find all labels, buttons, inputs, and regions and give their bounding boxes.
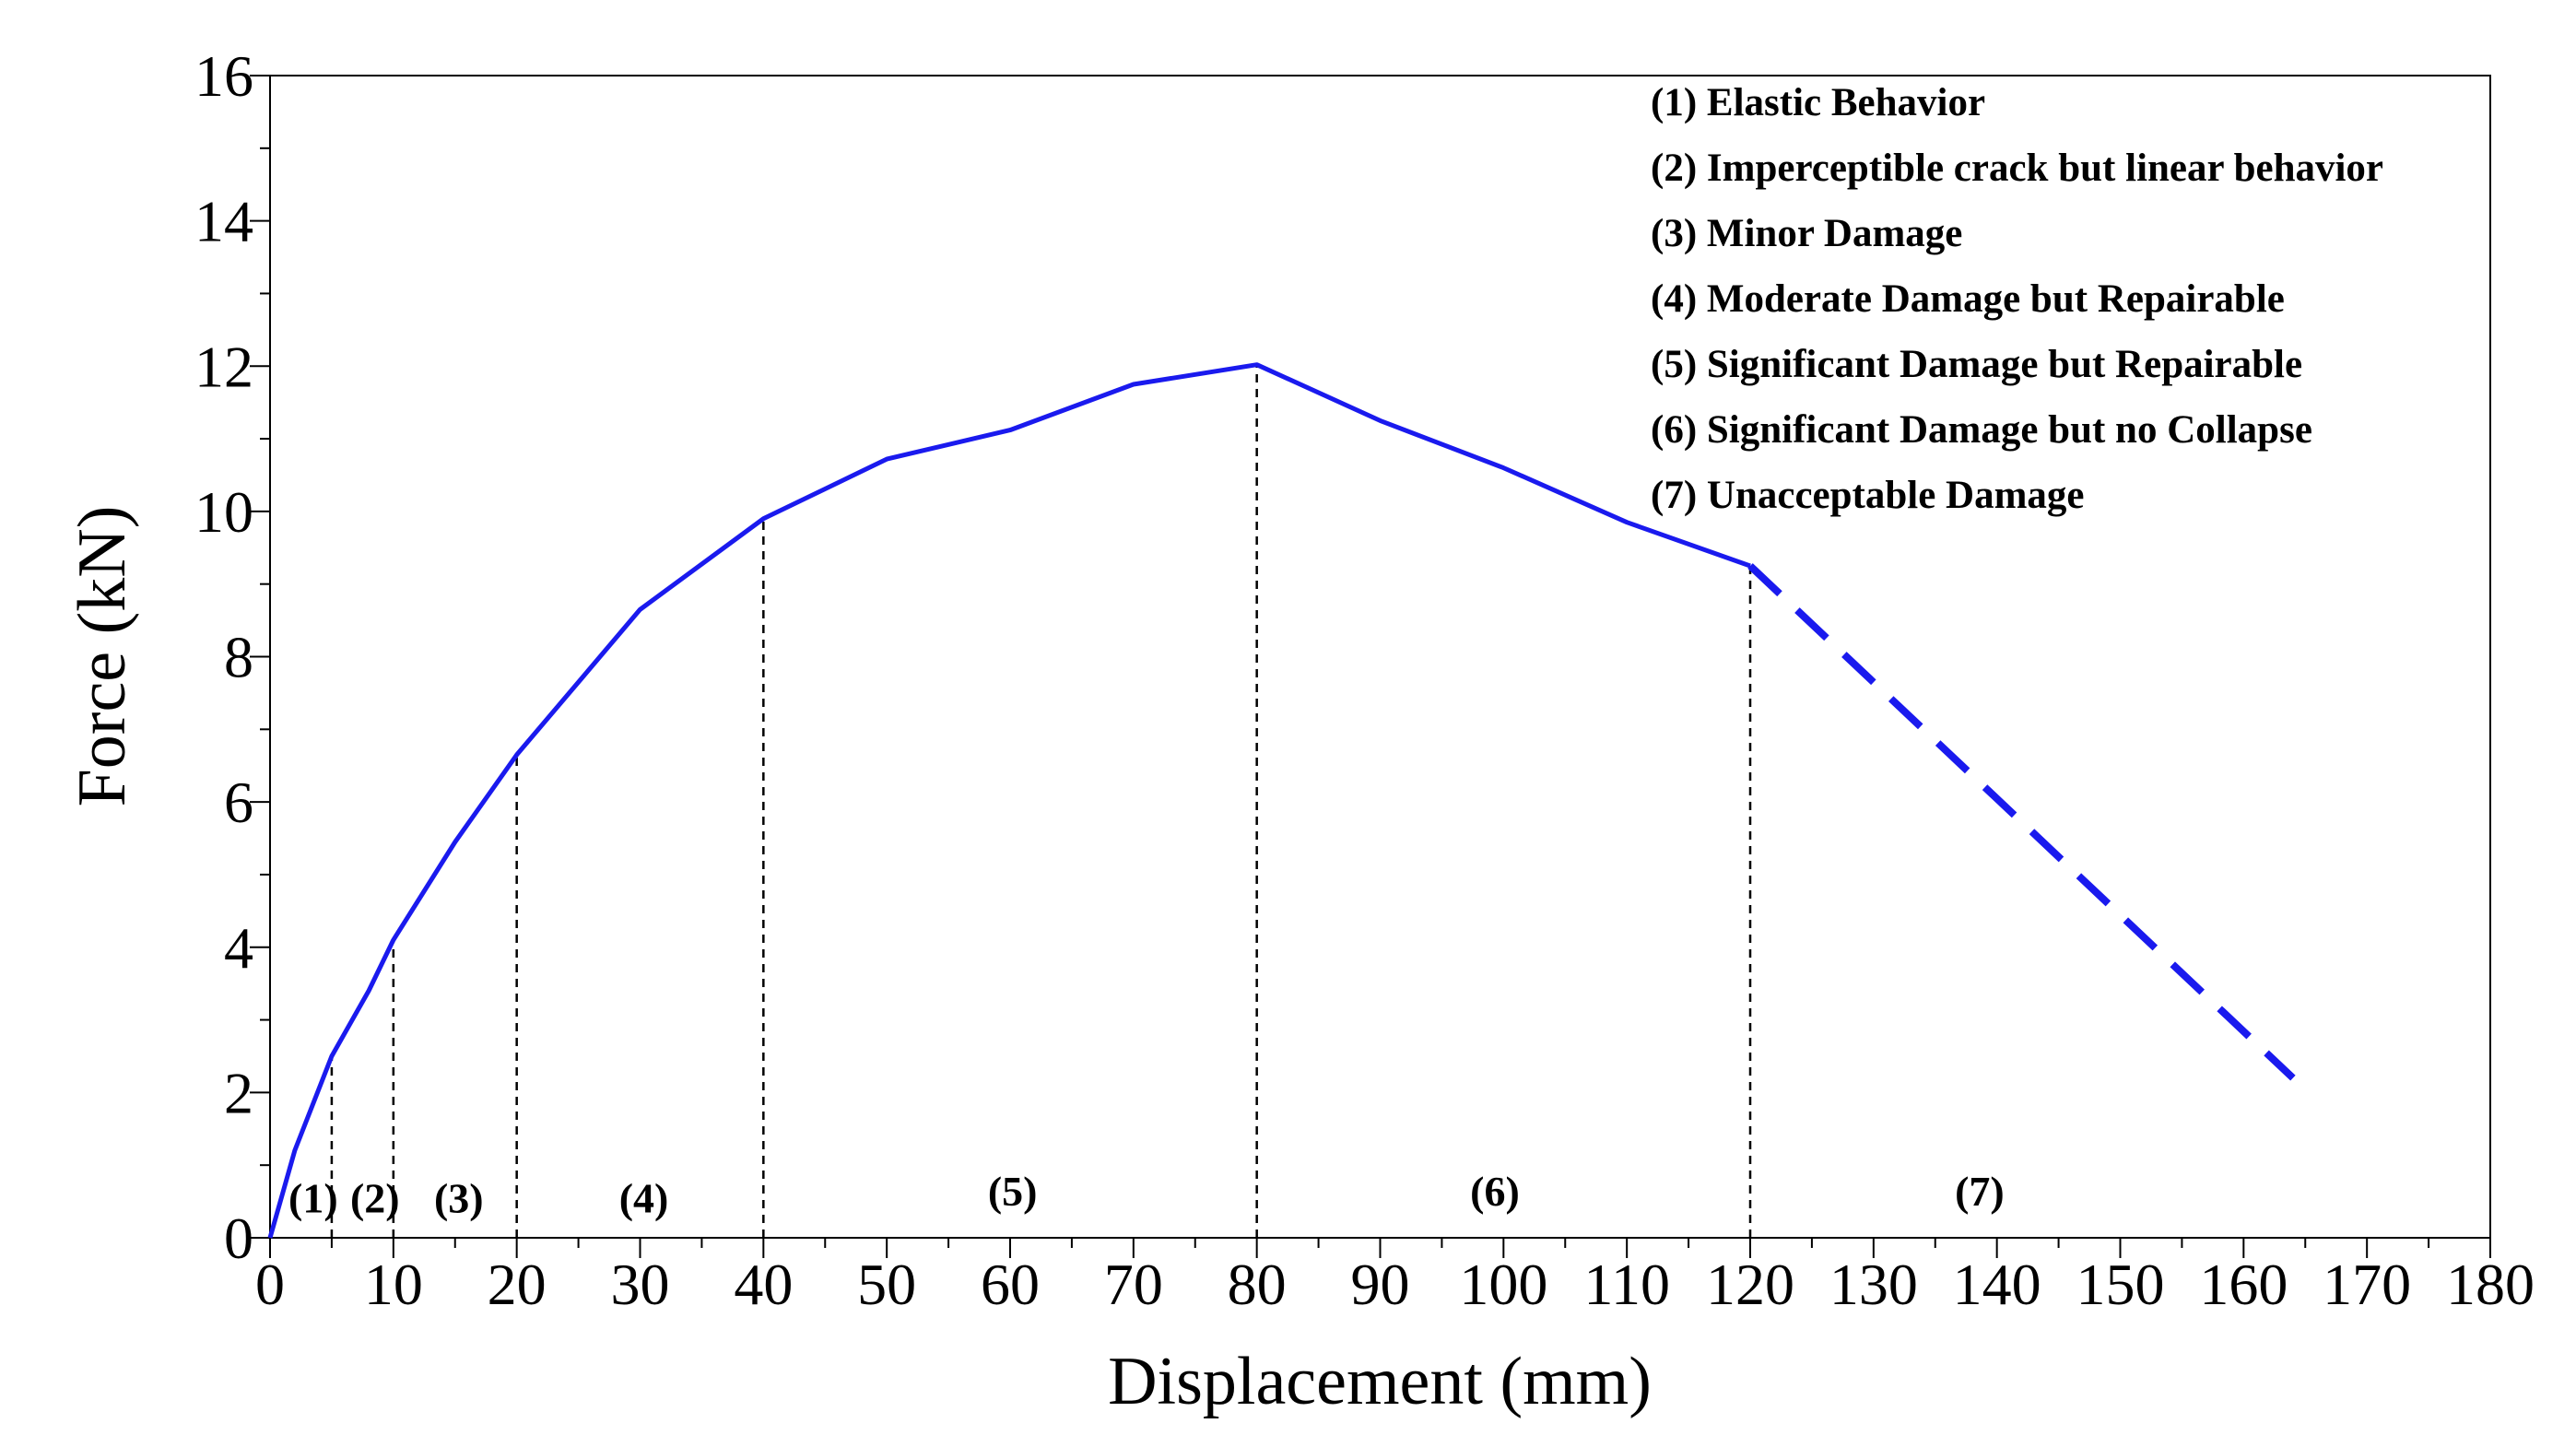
legend-entry: (5) Significant Damage but Repairable bbox=[1651, 343, 2302, 386]
y-tick-label: 0 bbox=[224, 1206, 253, 1271]
stage-boundaries bbox=[330, 364, 1752, 1238]
x-tick-label: 30 bbox=[611, 1252, 670, 1317]
x-tick-label: 40 bbox=[734, 1252, 793, 1317]
y-tick-label: 8 bbox=[224, 625, 253, 690]
y-tick-label: 6 bbox=[224, 770, 253, 835]
x-tick-label: 20 bbox=[488, 1252, 547, 1317]
y-tick-label: 16 bbox=[194, 43, 253, 109]
x-tick-label: 170 bbox=[2323, 1252, 2411, 1317]
plot-frame bbox=[269, 75, 2491, 1239]
x-tick-label: 0 bbox=[255, 1252, 285, 1317]
y-axis-title: Force (kN) bbox=[65, 506, 140, 807]
region-label: (1) bbox=[288, 1175, 338, 1222]
x-tick-label: 80 bbox=[1228, 1252, 1287, 1317]
x-tick-label: 120 bbox=[1706, 1252, 1794, 1317]
x-tick-label: 10 bbox=[364, 1252, 423, 1317]
x-tick-label: 70 bbox=[1104, 1252, 1163, 1317]
data-series bbox=[267, 362, 2296, 1239]
x-tick-label: 60 bbox=[981, 1252, 1040, 1317]
x-tick-label: 50 bbox=[857, 1252, 916, 1317]
solid-series-line bbox=[267, 362, 1751, 1239]
region-label: (7) bbox=[1955, 1168, 2005, 1215]
x-tick-label: 180 bbox=[2446, 1252, 2535, 1317]
x-tick-label: 160 bbox=[2199, 1252, 2288, 1317]
x-tick-label: 110 bbox=[1583, 1252, 1670, 1317]
y-tick-label: 14 bbox=[194, 189, 253, 254]
legend-entry: (4) Moderate Damage but Repairable bbox=[1651, 277, 2285, 321]
axis-ticks bbox=[250, 75, 2491, 1258]
dashed-series-line bbox=[1747, 563, 2296, 1081]
legend: (1) Elastic Behavior (2) Imperceptible cr… bbox=[1651, 81, 2383, 517]
legend-entry: (6) Significant Damage but no Collapse bbox=[1651, 408, 2312, 452]
legend-entry: (1) Elastic Behavior bbox=[1651, 81, 1985, 124]
region-label: (3) bbox=[434, 1175, 484, 1222]
y-tick-label: 2 bbox=[224, 1060, 253, 1125]
y-tick-label: 10 bbox=[194, 479, 253, 545]
legend-entry: (7) Unacceptable Damage bbox=[1651, 474, 2085, 517]
y-tick-labels: 0 2 4 6 8 10 12 14 16 bbox=[194, 43, 253, 1271]
region-label: (5) bbox=[988, 1168, 1038, 1215]
x-tick-label: 90 bbox=[1351, 1252, 1410, 1317]
region-labels: (1) (2) (3) (4) (5) (6) (7) bbox=[288, 1168, 2005, 1222]
x-tick-label: 100 bbox=[1459, 1252, 1547, 1317]
x-tick-label: 140 bbox=[1953, 1252, 2041, 1317]
y-tick-label: 12 bbox=[194, 334, 253, 399]
x-axis-title: Displacement (mm) bbox=[1108, 1344, 1652, 1419]
legend-entry: (2) Imperceptible crack but linear behav… bbox=[1651, 147, 2383, 190]
x-tick-labels: 0 10 20 30 40 50 60 70 80 90 100 110 120 130 140 150 160… bbox=[255, 1252, 2535, 1317]
region-label: (4) bbox=[619, 1175, 669, 1222]
region-label: (6) bbox=[1470, 1168, 1520, 1215]
x-tick-label: 130 bbox=[1829, 1252, 1918, 1317]
y-tick-label: 4 bbox=[224, 915, 253, 981]
legend-entry: (3) Minor Damage bbox=[1651, 212, 1962, 255]
x-tick-label: 150 bbox=[2076, 1252, 2165, 1317]
region-label: (2) bbox=[350, 1175, 400, 1222]
